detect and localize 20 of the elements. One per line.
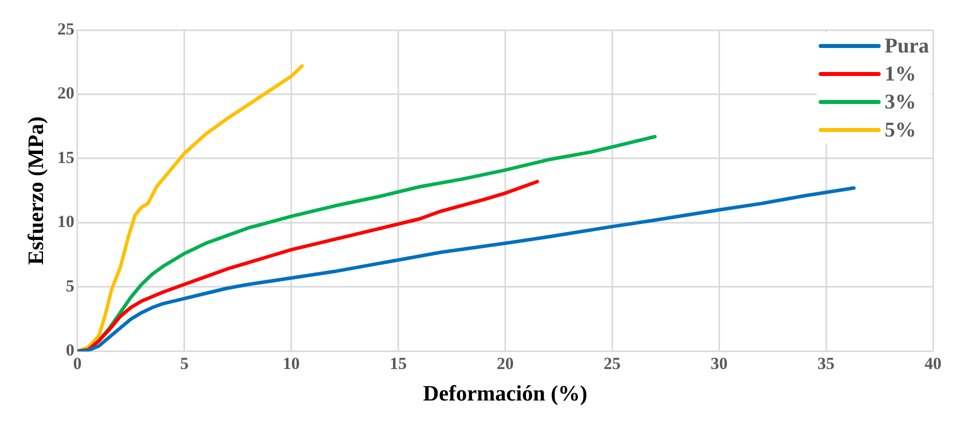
x-tick-label: 15 — [390, 354, 407, 373]
y-tick-label: 0 — [66, 340, 74, 360]
y-tick-label: 25 — [57, 19, 74, 38]
y-axis-title: Esfuerzo (MPa) — [22, 116, 48, 265]
y-tick-label: 15 — [57, 148, 74, 167]
legend-label: Pura — [884, 33, 930, 58]
y-tick-label: 20 — [57, 84, 74, 103]
y-tick-label: 5 — [66, 276, 74, 296]
y-tick-label: 10 — [57, 212, 74, 232]
x-tick-label: 10 — [282, 354, 300, 373]
x-axis-title: Deformación (%) — [423, 380, 588, 406]
x-tick-label: 5 — [180, 354, 189, 373]
legend-label: 1% — [884, 61, 916, 86]
legend-label: 3% — [884, 89, 916, 114]
x-tick-label: 35 — [818, 354, 835, 373]
x-tick-label: 40 — [924, 354, 942, 373]
x-tick-label: 20 — [496, 354, 514, 373]
x-tick-label: 25 — [604, 354, 621, 373]
legend-label: 5% — [884, 117, 916, 142]
x-tick-label: 30 — [710, 354, 728, 373]
